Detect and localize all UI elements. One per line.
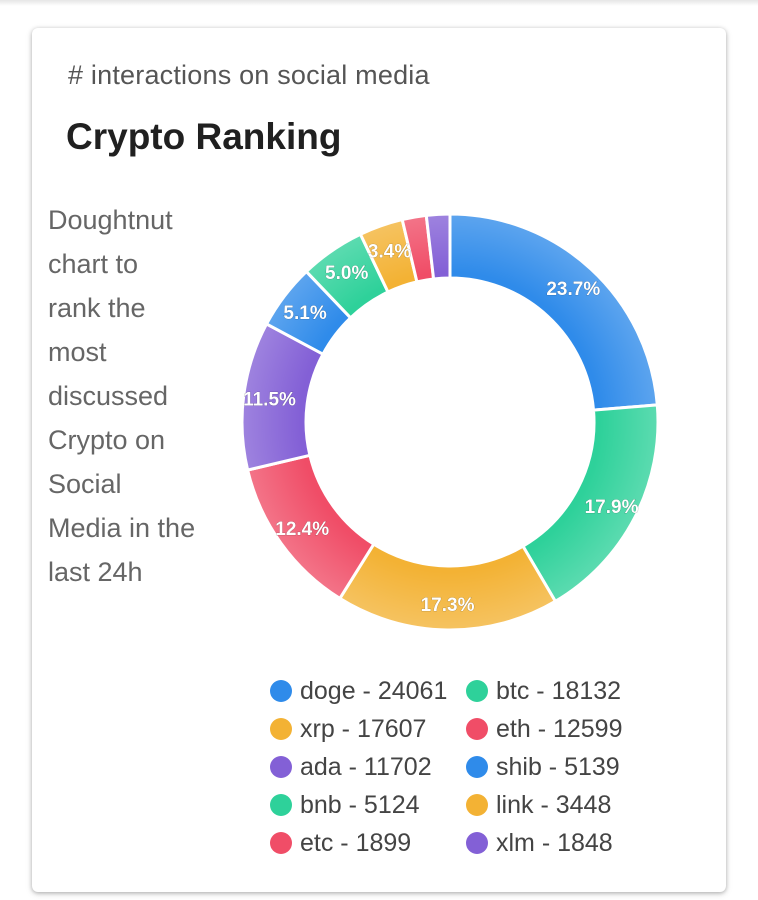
slice-label-xrp: 17.3% [421, 595, 475, 616]
slice-label-ada: 11.5% [243, 390, 296, 411]
legend-item-doge[interactable]: doge - 24061 [270, 674, 447, 708]
slice-label-doge: 23.7% [546, 279, 600, 300]
legend-color-dot [466, 794, 488, 816]
legend-label: link - 3448 [496, 790, 612, 819]
legend-color-dot [270, 680, 292, 702]
legend-label: ada - 11702 [300, 752, 432, 781]
legend-item-etc[interactable]: etc - 1899 [270, 826, 411, 860]
legend-label: bnb - 5124 [300, 790, 420, 819]
card-subtitle: # interactions on social media [68, 60, 430, 90]
legend-item-btc[interactable]: btc - 18132 [466, 674, 621, 708]
legend-label: doge - 24061 [300, 676, 448, 705]
slice-label-eth: 12.4% [275, 519, 329, 540]
legend-color-dot [270, 794, 292, 816]
slice-label-btc: 17.9% [585, 497, 639, 518]
legend-item-eth[interactable]: eth - 12599 [466, 712, 623, 746]
crypto-ranking-card: # interactions on social media Crypto Ra… [32, 28, 726, 892]
legend-label: eth - 12599 [496, 714, 623, 743]
legend-color-dot [270, 756, 292, 778]
legend-label: xlm - 1848 [496, 828, 613, 857]
doughnut-slice-doge[interactable] [448, 212, 659, 412]
page-top-edge [0, 0, 758, 6]
legend-item-ada[interactable]: ada - 11702 [270, 750, 432, 784]
doughnut-chart: 23.7% 17.9% 17.3% 12.4% 11.5% 5.1% 5.0%3.4% [240, 212, 660, 632]
legend-color-dot [466, 832, 488, 854]
legend-item-bnb[interactable]: bnb - 5124 [270, 788, 420, 822]
legend-item-link[interactable]: link - 3448 [466, 788, 611, 822]
doughnut-labels: 23.7% 17.9% 17.3% 12.4% 11.5% 5.1% 5.0%3.4% [243, 241, 639, 616]
legend-item-xrp[interactable]: xrp - 17607 [270, 712, 426, 746]
legend-color-dot [466, 718, 488, 740]
legend-label: shib - 5139 [496, 752, 620, 781]
doughnut-slices [240, 212, 660, 632]
legend-color-dot [270, 718, 292, 740]
slice-label-shib: 5.1% [283, 303, 326, 324]
slice-label-bnb: 5.0% [325, 263, 368, 284]
legend-label: btc - 18132 [496, 676, 622, 705]
legend-color-dot [270, 832, 292, 854]
legend-color-dot [466, 680, 488, 702]
legend-color-dot [466, 756, 488, 778]
doughnut-slice-xrp[interactable] [337, 542, 558, 632]
legend-item-xlm[interactable]: xlm - 1848 [466, 826, 613, 860]
card-title: Crypto Ranking [66, 116, 342, 157]
slice-label-link: 3.4% [368, 241, 411, 262]
legend-item-shib[interactable]: shib - 5139 [466, 750, 620, 784]
chart-description: Doughtnut chart to rank the most discuss… [48, 205, 196, 587]
legend-label: etc - 1899 [300, 828, 412, 857]
legend-label: xrp - 17607 [300, 714, 427, 743]
